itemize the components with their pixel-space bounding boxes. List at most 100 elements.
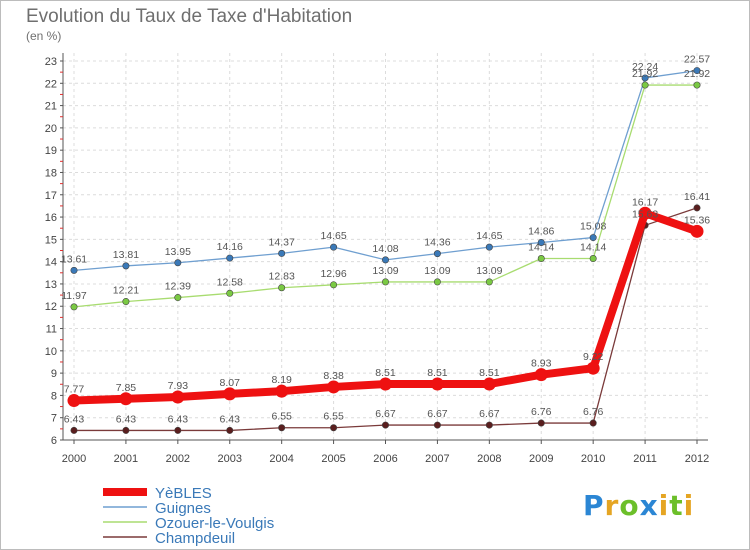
x-tick-label: 2006 xyxy=(373,453,397,465)
data-point xyxy=(641,81,649,89)
logo-letter: t xyxy=(669,489,684,522)
data-point xyxy=(485,243,493,251)
data-point xyxy=(379,377,392,391)
y-tick-label: 12 xyxy=(45,301,57,313)
logo-letter: i xyxy=(683,489,695,522)
data-point xyxy=(226,254,234,262)
data-label: 21.92 xyxy=(632,68,658,80)
data-point xyxy=(537,255,545,263)
data-label: 16.41 xyxy=(684,191,710,203)
data-point xyxy=(223,387,237,401)
data-label: 6.67 xyxy=(427,408,448,420)
data-point xyxy=(381,278,389,286)
x-tick-label: 2007 xyxy=(425,453,449,465)
data-point xyxy=(485,421,493,429)
data-point xyxy=(278,249,286,257)
data-point xyxy=(693,67,701,75)
x-tick-label: 2009 xyxy=(529,453,553,465)
x-tick-label: 2010 xyxy=(581,453,605,465)
data-label: 12.83 xyxy=(269,271,295,283)
data-label: 12.39 xyxy=(165,281,191,293)
logo-letter: i xyxy=(658,489,670,522)
data-point xyxy=(275,384,289,398)
data-point xyxy=(171,390,185,404)
data-label: 14.86 xyxy=(528,225,554,237)
data-label: 22.24 xyxy=(632,61,658,73)
data-point xyxy=(381,256,389,264)
legend-label: Champdeuil xyxy=(155,530,235,547)
logo-letter: o xyxy=(619,489,640,522)
data-point xyxy=(693,81,701,89)
x-tick-label: 2000 xyxy=(62,453,86,465)
data-point xyxy=(330,424,338,432)
data-label: 15.63 xyxy=(632,208,658,220)
y-tick-label: 15 xyxy=(45,234,57,246)
data-label: 13.09 xyxy=(372,265,398,277)
data-label: 8.51 xyxy=(375,367,396,379)
y-tick-label: 14 xyxy=(45,257,57,269)
data-label: 6.67 xyxy=(479,408,500,420)
data-label: 12.58 xyxy=(217,276,243,288)
y-tick-label: 23 xyxy=(45,56,57,68)
x-tick-label: 2003 xyxy=(218,453,242,465)
y-tick-label: 18 xyxy=(45,167,57,179)
data-label: 15.08 xyxy=(580,221,606,233)
x-tick-label: 2011 xyxy=(633,453,657,465)
y-tick-label: 8 xyxy=(51,390,57,402)
data-label: 13.61 xyxy=(61,253,87,265)
y-tick-label: 20 xyxy=(45,123,57,135)
data-point xyxy=(589,419,597,427)
data-point xyxy=(641,74,649,82)
data-label: 15.36 xyxy=(684,214,710,226)
data-label: 13.09 xyxy=(424,265,450,277)
data-label: 6.43 xyxy=(64,413,85,425)
data-label: 6.76 xyxy=(531,406,552,418)
data-label: 14.65 xyxy=(320,230,346,242)
y-tick-label: 10 xyxy=(45,346,57,358)
x-tick-label: 2005 xyxy=(321,453,345,465)
data-label: 14.14 xyxy=(580,242,606,254)
data-label: 14.16 xyxy=(217,241,243,253)
data-point xyxy=(174,259,182,267)
data-label: 12.96 xyxy=(320,268,346,280)
proxiti-logo: Proxiti xyxy=(583,489,694,522)
data-point xyxy=(693,204,701,212)
data-point xyxy=(589,234,597,242)
data-label: 7.93 xyxy=(168,380,189,392)
y-tick-label: 16 xyxy=(45,212,57,224)
data-point xyxy=(485,278,493,286)
data-point xyxy=(589,255,597,263)
data-label: 14.14 xyxy=(528,242,554,254)
data-label: 8.51 xyxy=(427,367,448,379)
x-tick-label: 2001 xyxy=(114,453,138,465)
data-label: 6.43 xyxy=(168,413,189,425)
x-tick-label: 2012 xyxy=(685,453,709,465)
y-tick-label: 9 xyxy=(51,368,57,380)
data-point xyxy=(122,262,130,270)
data-label: 14.36 xyxy=(424,237,450,249)
y-tick-label: 13 xyxy=(45,279,57,291)
data-label: 6.43 xyxy=(220,413,241,425)
y-tick-label: 19 xyxy=(45,145,57,157)
data-point xyxy=(327,380,341,394)
data-label: 21.92 xyxy=(684,68,710,80)
data-label: 8.93 xyxy=(531,358,552,370)
data-point xyxy=(278,284,286,292)
data-point xyxy=(482,377,496,391)
legend-label: YèBLES xyxy=(155,485,212,502)
data-label: 7.77 xyxy=(64,384,85,396)
data-point xyxy=(174,294,182,302)
y-tick-label: 7 xyxy=(51,413,57,425)
data-label: 22.57 xyxy=(684,54,710,66)
y-tick-label: 22 xyxy=(45,78,57,90)
logo-letter: r xyxy=(604,489,620,522)
x-tick-label: 2002 xyxy=(166,453,190,465)
data-label: 8.38 xyxy=(323,370,344,382)
y-axis-unit: (en %) xyxy=(26,29,62,43)
data-point xyxy=(534,368,548,382)
legend-label: Guignes xyxy=(155,500,211,517)
y-tick-label: 6 xyxy=(51,435,57,447)
data-point xyxy=(537,238,545,246)
data-label: 8.51 xyxy=(479,367,500,379)
